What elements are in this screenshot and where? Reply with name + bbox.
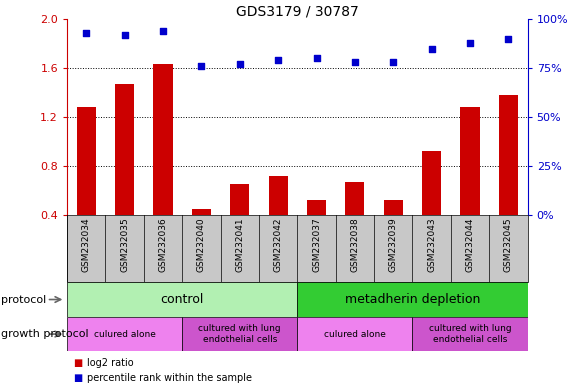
Text: ■: ■ [73, 358, 82, 368]
Text: GSM232045: GSM232045 [504, 217, 513, 272]
Bar [412, 317, 528, 351]
Text: GSM232037: GSM232037 [312, 217, 321, 272]
Text: GSM232042: GSM232042 [273, 217, 283, 271]
Text: percentile rank within the sample: percentile rank within the sample [87, 373, 252, 383]
Bar [192, 209, 211, 215]
Bar [76, 108, 96, 215]
Text: GSM232044: GSM232044 [466, 217, 475, 271]
Bar [499, 95, 518, 215]
Bar [67, 282, 297, 317]
Bar [67, 317, 182, 351]
Bar [297, 282, 528, 317]
Point [350, 59, 360, 65]
Bar [297, 317, 412, 351]
Bar [384, 200, 403, 215]
Point [82, 30, 91, 36]
Text: control: control [160, 293, 204, 306]
Text: GSM232043: GSM232043 [427, 217, 436, 272]
Text: GSM232041: GSM232041 [236, 217, 244, 272]
Text: GSM232040: GSM232040 [197, 217, 206, 272]
Text: culured alone: culured alone [324, 329, 386, 339]
Bar [269, 176, 288, 215]
Text: GSM232038: GSM232038 [350, 217, 359, 272]
Text: metadherin depletion: metadherin depletion [345, 293, 480, 306]
Point [504, 36, 513, 42]
Bar [115, 84, 134, 215]
Bar [345, 182, 364, 215]
Bar [461, 108, 480, 215]
Bar [307, 200, 326, 215]
Point [273, 57, 283, 63]
Text: cultured with lung
endothelial cells: cultured with lung endothelial cells [429, 324, 511, 344]
Text: growth protocol: growth protocol [1, 329, 88, 339]
Point [389, 59, 398, 65]
Text: GSM232036: GSM232036 [159, 217, 167, 272]
Point [196, 63, 206, 69]
Text: culured alone: culured alone [94, 329, 156, 339]
Point [465, 40, 475, 46]
Point [235, 61, 244, 67]
Point [120, 32, 129, 38]
Bar [182, 317, 297, 351]
Bar [230, 184, 250, 215]
Title: GDS3179 / 30787: GDS3179 / 30787 [236, 4, 359, 18]
Text: protocol: protocol [1, 295, 46, 305]
Text: cultured with lung
endothelial cells: cultured with lung endothelial cells [198, 324, 281, 344]
Bar [422, 151, 441, 215]
Text: GSM232035: GSM232035 [120, 217, 129, 272]
Point [159, 28, 168, 34]
Bar [153, 65, 173, 215]
Text: log2 ratio: log2 ratio [87, 358, 134, 368]
Text: GSM232034: GSM232034 [82, 217, 91, 272]
Point [312, 55, 321, 61]
Text: GSM232039: GSM232039 [389, 217, 398, 272]
Point [427, 46, 436, 52]
Text: ■: ■ [73, 373, 82, 383]
